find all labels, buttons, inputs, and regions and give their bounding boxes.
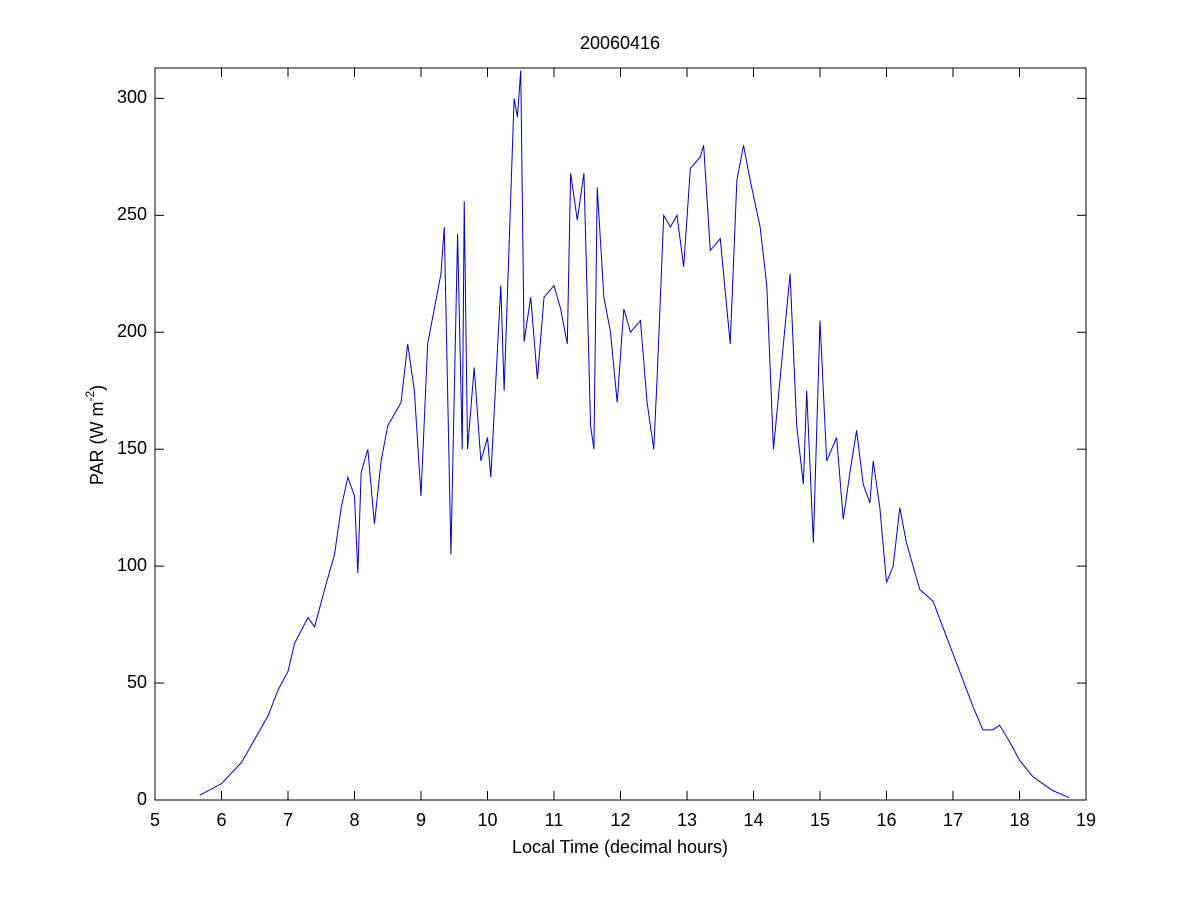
y-axis-label: PAR (W m-2) [83, 385, 107, 485]
y-tick-label: 250 [117, 204, 147, 224]
x-tick-label: 13 [677, 810, 697, 830]
x-tick-label: 5 [150, 810, 160, 830]
x-tick-label: 17 [943, 810, 963, 830]
x-tick-label: 15 [810, 810, 830, 830]
y-tick-label: 100 [117, 555, 147, 575]
y-tick-label: 0 [137, 789, 147, 809]
y-label-superscript: -2 [83, 391, 97, 402]
x-tick-label: 12 [610, 810, 630, 830]
x-tick-label: 6 [216, 810, 226, 830]
x-tick-label: 19 [1076, 810, 1096, 830]
x-axis-label: Local Time (decimal hours) [512, 837, 728, 857]
y-tick-label: 50 [127, 672, 147, 692]
y-tick-label: 150 [117, 438, 147, 458]
x-tick-label: 11 [545, 810, 564, 830]
chart-title: 20060416 [580, 33, 660, 53]
y-label-main: PAR (W m [87, 402, 107, 486]
x-tick-label: 16 [876, 810, 896, 830]
x-tick-label: 18 [1009, 810, 1029, 830]
x-tick-label: 10 [477, 810, 497, 830]
y-label-end: ) [87, 385, 107, 391]
x-tick-label: 8 [349, 810, 359, 830]
y-tick-label: 300 [117, 87, 147, 107]
y-tick-label: 200 [117, 321, 147, 341]
x-tick-label: 7 [283, 810, 293, 830]
data-line [199, 70, 1070, 799]
x-tick-label: 14 [743, 810, 763, 830]
x-tick-label: 9 [416, 810, 426, 830]
